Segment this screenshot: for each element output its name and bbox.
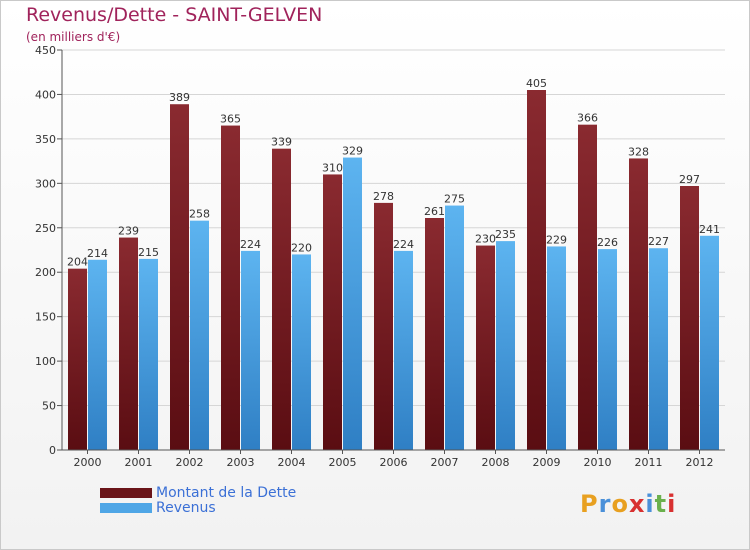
bar-revenue (88, 259, 107, 450)
x-tick-label: 2000 (74, 456, 102, 469)
value-label-debt: 328 (628, 145, 649, 158)
value-label-debt: 278 (373, 190, 394, 203)
x-tick-label: 2001 (125, 456, 153, 469)
bar-debt (68, 268, 87, 450)
x-tick-label: 2005 (329, 456, 357, 469)
x-tick-label: 2004 (278, 456, 306, 469)
value-label-debt: 230 (475, 233, 496, 246)
bar-revenue (241, 250, 260, 450)
value-label-revenue: 226 (597, 236, 618, 249)
logo-letter: x (628, 490, 646, 518)
value-label-debt: 204 (67, 256, 88, 269)
bar-debt (680, 186, 699, 450)
value-label-revenue: 329 (342, 145, 363, 158)
value-label-revenue: 258 (189, 208, 210, 221)
value-label-debt: 339 (271, 136, 292, 149)
value-label-debt: 261 (424, 205, 445, 218)
logo-letter: t (654, 490, 668, 518)
bar-debt (629, 158, 648, 450)
x-tick-label: 2002 (176, 456, 204, 469)
legend-swatch-revenue (100, 502, 152, 513)
logo-letter: i (667, 490, 677, 518)
axes: 0 50 100 150 200 250 300 350 400 450 2000 2001 2002 2… (35, 44, 725, 469)
bar-revenue (496, 241, 515, 450)
y-tick-label: 300 (35, 177, 56, 190)
y-tick-label: 450 (35, 44, 56, 57)
y-tick-label: 200 (35, 266, 56, 279)
legend-item-debt: Montant de la Dette (100, 484, 297, 501)
legend: Montant de la Dette Revenus (100, 484, 297, 516)
value-label-debt: 365 (220, 113, 241, 126)
value-label-revenue: 235 (495, 228, 516, 241)
bar-debt (170, 104, 189, 450)
bar-debt (476, 245, 495, 450)
bar-debt (578, 124, 597, 451)
chart-title: Revenus/Dette - SAINT-GELVEN (26, 4, 323, 26)
logo-letter: r (598, 490, 612, 518)
legend-item-revenue: Revenus (100, 499, 296, 516)
bars (68, 90, 719, 451)
y-tick-label: 0 (49, 444, 56, 457)
x-tick-label: 2011 (635, 456, 663, 469)
x-tick-label: 2009 (533, 456, 561, 469)
y-tick-label: 150 (35, 311, 56, 324)
bar-debt (119, 237, 138, 450)
logo-letter: i (645, 490, 655, 518)
value-label-revenue: 220 (291, 241, 312, 254)
value-label-revenue: 215 (138, 246, 159, 259)
bar-debt (527, 90, 546, 450)
x-tick-label: 2010 (584, 456, 612, 469)
bar-revenue (598, 249, 617, 450)
value-label-revenue: 224 (393, 238, 414, 251)
value-label-revenue: 275 (444, 193, 465, 206)
bar-debt (323, 174, 342, 450)
bar-revenue (394, 250, 413, 450)
bar-debt (425, 218, 444, 450)
value-label-revenue: 227 (648, 235, 669, 248)
value-label-debt: 297 (679, 173, 700, 186)
bar-revenue (343, 157, 362, 451)
x-tick-label: 2007 (431, 456, 459, 469)
bar-revenue (547, 246, 566, 450)
bar-revenue (445, 205, 464, 450)
value-label-debt: 310 (322, 161, 343, 174)
y-tick-label: 400 (35, 88, 56, 101)
bar-debt (272, 148, 291, 450)
value-label-revenue: 229 (546, 233, 567, 246)
proxiti-logo: Proxiti (580, 490, 676, 518)
logo-letter: P (580, 490, 599, 518)
bar-debt (221, 125, 240, 451)
x-tick-label: 2006 (380, 456, 408, 469)
bar-revenue (292, 254, 311, 450)
x-tick-label: 2012 (686, 456, 714, 469)
y-tick-label: 350 (35, 133, 56, 146)
value-label-debt: 239 (118, 225, 139, 238)
logo-letter: o (611, 490, 629, 518)
legend-label-debt: Montant de la Dette (156, 484, 297, 501)
value-label-debt: 389 (169, 91, 190, 104)
value-label-revenue: 214 (87, 247, 108, 260)
bar-revenue (700, 235, 719, 450)
value-label-revenue: 241 (699, 223, 720, 236)
value-label-debt: 366 (577, 112, 598, 125)
bar-revenue (139, 258, 158, 450)
value-label-debt: 405 (526, 77, 547, 90)
legend-label-revenue: Revenus (156, 499, 216, 516)
y-tick-label: 50 (42, 400, 56, 413)
legend-swatch-debt (100, 487, 152, 498)
y-tick-label: 250 (35, 222, 56, 235)
bar-revenue (649, 248, 668, 450)
y-tick-label: 100 (35, 355, 56, 368)
bar-revenue (190, 220, 209, 450)
x-tick-label: 2003 (227, 456, 255, 469)
bar-debt (374, 202, 393, 450)
x-tick-label: 2008 (482, 456, 510, 469)
value-label-revenue: 224 (240, 238, 261, 251)
chart-subtitle: (en milliers d'€) (26, 30, 121, 44)
